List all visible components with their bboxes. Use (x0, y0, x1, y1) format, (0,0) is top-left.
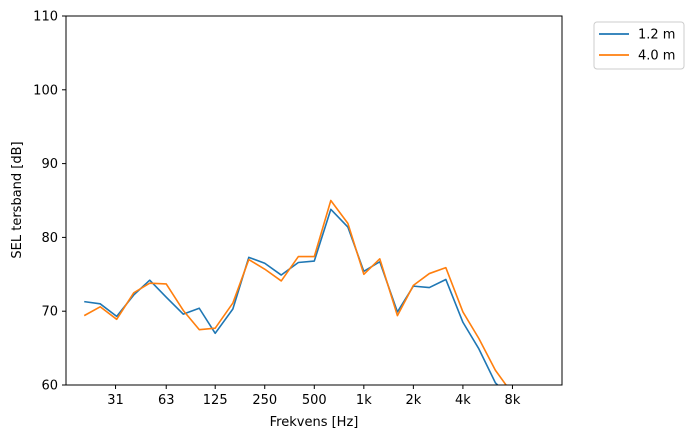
legend-label-1: 1.2 m (638, 28, 675, 43)
y-tick-label: 60 (41, 379, 58, 394)
legend-label-2: 4.0 m (638, 49, 675, 64)
legend: 1.2 m 4.0 m (593, 21, 685, 70)
series-layer (83, 199, 508, 385)
x-tick-label: 4k (455, 393, 471, 408)
y-axis: 60 70 80 90 100 110 (33, 10, 66, 394)
y-tick-label: 90 (41, 157, 58, 172)
y-axis-label: SEL tersband [dB] (10, 141, 25, 258)
x-axis: 31 63 125 250 500 1k 2k 4k 8k (107, 385, 521, 408)
y-tick-label: 110 (33, 10, 58, 25)
x-axis-label: Frekvens [Hz] (270, 415, 359, 430)
x-tick-label: 63 (158, 393, 175, 408)
series-line-1 (84, 208, 499, 385)
x-tick-label: 1k (356, 393, 372, 408)
x-tick-label: 2k (405, 393, 421, 408)
x-tick-label: 250 (252, 393, 277, 408)
y-tick-label: 70 (41, 305, 58, 320)
x-tick-label: 125 (203, 393, 228, 408)
series-line-2 (83, 199, 508, 385)
x-tick-label: 500 (302, 393, 327, 408)
y-tick-label: 80 (41, 231, 58, 246)
x-tick-label: 8k (505, 393, 521, 408)
x-tick-label: 31 (107, 393, 124, 408)
y-tick-label: 100 (33, 83, 58, 98)
plot-frame (65, 15, 563, 386)
